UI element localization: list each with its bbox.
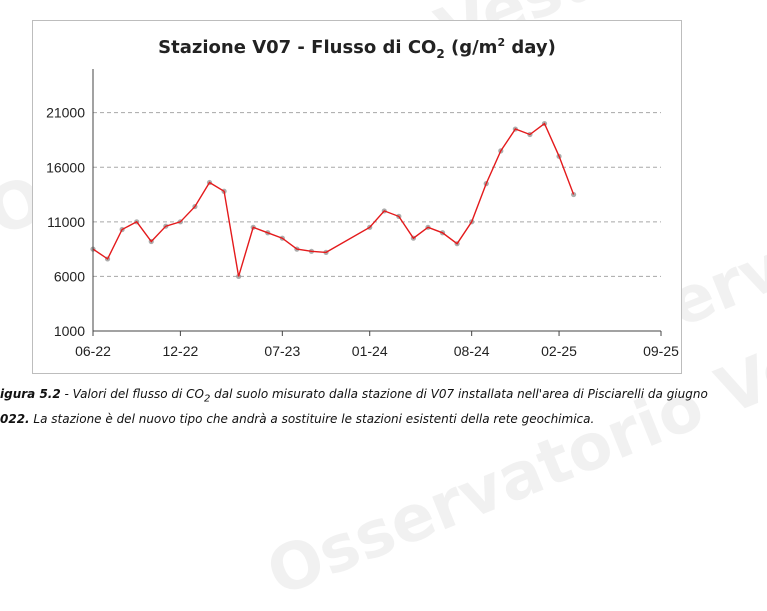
figure-caption: igura 5.2 - Valori del flusso di CO2 dal… <box>0 384 760 429</box>
chart-frame: Stazione V07 - Flusso di CO2 (g/m2 day) … <box>32 20 682 374</box>
y-tick-label: 1000 <box>54 323 85 339</box>
y-tick-label: 11000 <box>47 214 85 230</box>
caption-line-1: igura 5.2 - Valori del flusso di CO2 dal… <box>0 384 760 409</box>
y-tick-label: 6000 <box>54 268 85 284</box>
line-series <box>92 122 575 277</box>
chart-title-rest: (g/m <box>445 37 498 58</box>
x-tick-label: 09-25 <box>643 343 679 359</box>
co2-flux-chart: Stazione V07 - Flusso di CO2 (g/m2 day) … <box>46 36 679 359</box>
caption-line-2: 022. La stazione è del nuovo tipo che an… <box>0 409 760 429</box>
chart-title-sup: 2 <box>497 36 505 49</box>
caption-label: igura 5.2 <box>0 387 61 401</box>
x-tick-label: 07-23 <box>264 343 300 359</box>
caption-bold-2: 022. <box>0 412 30 427</box>
axes: 1000 6000 11000 16000 21000 06-22 12-22 07-23 01… <box>46 69 679 359</box>
chart-title-sub: 2 <box>436 47 444 61</box>
data-point <box>571 191 577 198</box>
scatter-series <box>90 120 577 280</box>
caption-text-1: - Valori del flusso di CO <box>60 387 204 401</box>
y-tick-label: 16000 <box>46 159 85 175</box>
caption-sub: 2 <box>203 393 211 405</box>
y-tick-label: 21000 <box>46 105 85 121</box>
chart-title: Stazione V07 - Flusso di CO2 (g/m2 day) <box>158 36 556 61</box>
x-tick-label: 12-22 <box>162 343 198 359</box>
x-tick-label: 01-24 <box>352 343 388 359</box>
x-tick-label: 08-24 <box>454 343 490 359</box>
chart-title-main: Stazione V07 - Flusso di CO <box>158 37 436 58</box>
caption-text-2: La stazione è del nuovo tipo che andrà a… <box>29 412 595 427</box>
grid <box>93 112 661 277</box>
chart-title-tail: day) <box>505 37 556 58</box>
x-tick-label: 02-25 <box>541 343 577 359</box>
x-tick-label: 06-22 <box>75 343 111 359</box>
caption-text-1b: dal suolo misurato dalla stazione di V07… <box>210 387 708 401</box>
series-line <box>92 122 575 277</box>
